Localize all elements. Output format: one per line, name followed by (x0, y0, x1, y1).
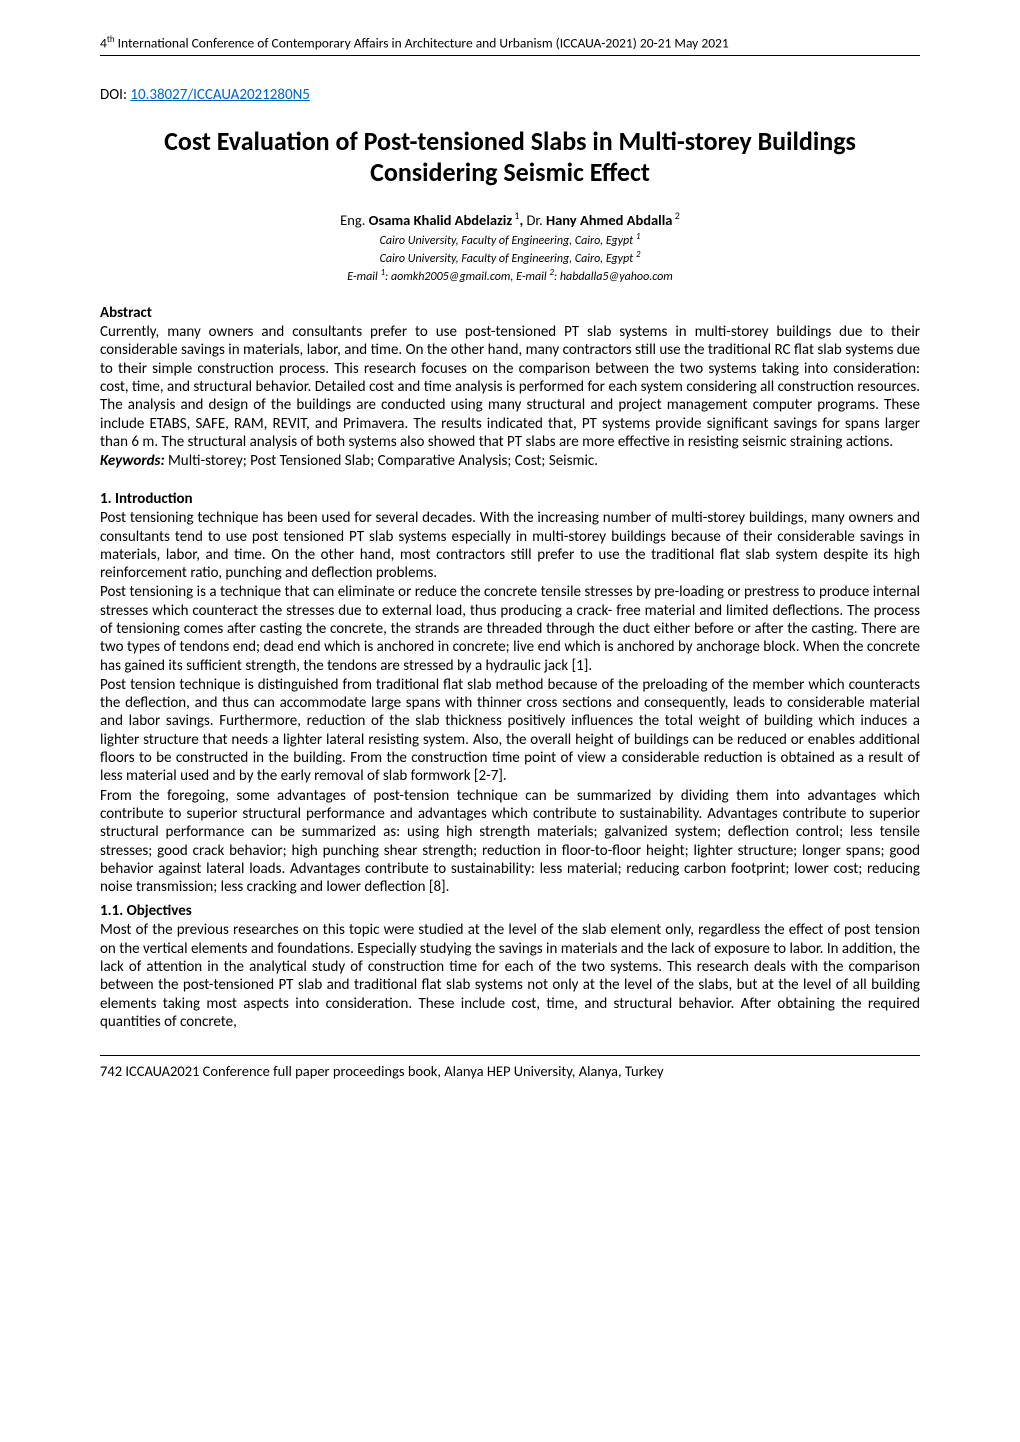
page-number: 742 (100, 1062, 122, 1080)
author2-prefix: Dr. (527, 211, 546, 229)
paper-title: Cost Evaluation of Post-tensioned Slabs … (100, 126, 920, 189)
page: 4th International Conference of Contempo… (0, 0, 1020, 1442)
introduction-p1: Post tensioning technique has been used … (100, 509, 920, 582)
keywords-text: Multi-storey; Post Tensioned Slab; Compa… (165, 452, 598, 470)
running-header-ordinal: 4 (100, 35, 107, 52)
footer-rule (100, 1055, 920, 1056)
affiliation-line-2: Cairo University, Faculty of Engineering… (100, 249, 920, 267)
email2-rest: : habdalla5@yahoo.com (554, 270, 673, 284)
author1-name: Osama Khalid Abdelaziz (369, 211, 513, 229)
doi-link[interactable]: 10.38027/ICCAUA2021280N5 (130, 86, 310, 104)
keywords-line: Keywords: Multi-storey; Post Tensioned S… (100, 452, 920, 470)
introduction-p3: Post tension technique is distinguished … (100, 676, 920, 786)
affiliation1-sup: 1 (636, 231, 641, 242)
introduction-p4: From the foregoing, some advantages of p… (100, 787, 920, 897)
introduction-heading: 1. Introduction (100, 490, 920, 508)
author-sep: , (519, 211, 526, 229)
author2-sup: 2 (672, 209, 679, 222)
doi-line: DOI: 10.38027/ICCAUA2021280N5 (100, 86, 920, 104)
email-line: E-mail 1: aomkh2005@gmail.com, E-mail 2:… (100, 267, 920, 284)
author2-name: Hany Ahmed Abdalla (546, 211, 672, 229)
running-header: 4th International Conference of Contempo… (100, 34, 920, 56)
abstract-body: Currently, many owners and consultants p… (100, 323, 920, 451)
doi-label: DOI: (100, 86, 130, 104)
email1-label: E-mail (347, 270, 380, 284)
running-header-text: International Conference of Contemporary… (115, 35, 729, 52)
affiliation2-sup: 2 (636, 249, 641, 260)
email2-label: E-mail (516, 270, 549, 284)
running-header-ordinal-suffix: th (107, 34, 115, 45)
introduction-p2: Post tensioning is a technique that can … (100, 583, 920, 674)
affiliation1-text: Cairo University, Faculty of Engineering… (380, 234, 636, 248)
objectives-p1: Most of the previous researches on this … (100, 921, 920, 1031)
affiliation2-text: Cairo University, Faculty of Engineering… (380, 252, 636, 266)
abstract-heading: Abstract (100, 304, 920, 322)
footer-text: ICCAUA2021 Conference full paper proceed… (122, 1062, 663, 1080)
objectives-heading: 1.1. Objectives (100, 902, 920, 920)
affiliation-line-1: Cairo University, Faculty of Engineering… (100, 231, 920, 249)
author1-prefix: Eng. (340, 211, 368, 229)
email1-rest: : aomkh2005@gmail.com (385, 270, 510, 284)
keywords-label: Keywords: (100, 452, 165, 470)
page-footer: 742 ICCAUA2021 Conference full paper pro… (100, 1062, 920, 1080)
author-line: Eng. Osama Khalid Abdelaziz 1, Dr. Hany … (100, 209, 920, 229)
